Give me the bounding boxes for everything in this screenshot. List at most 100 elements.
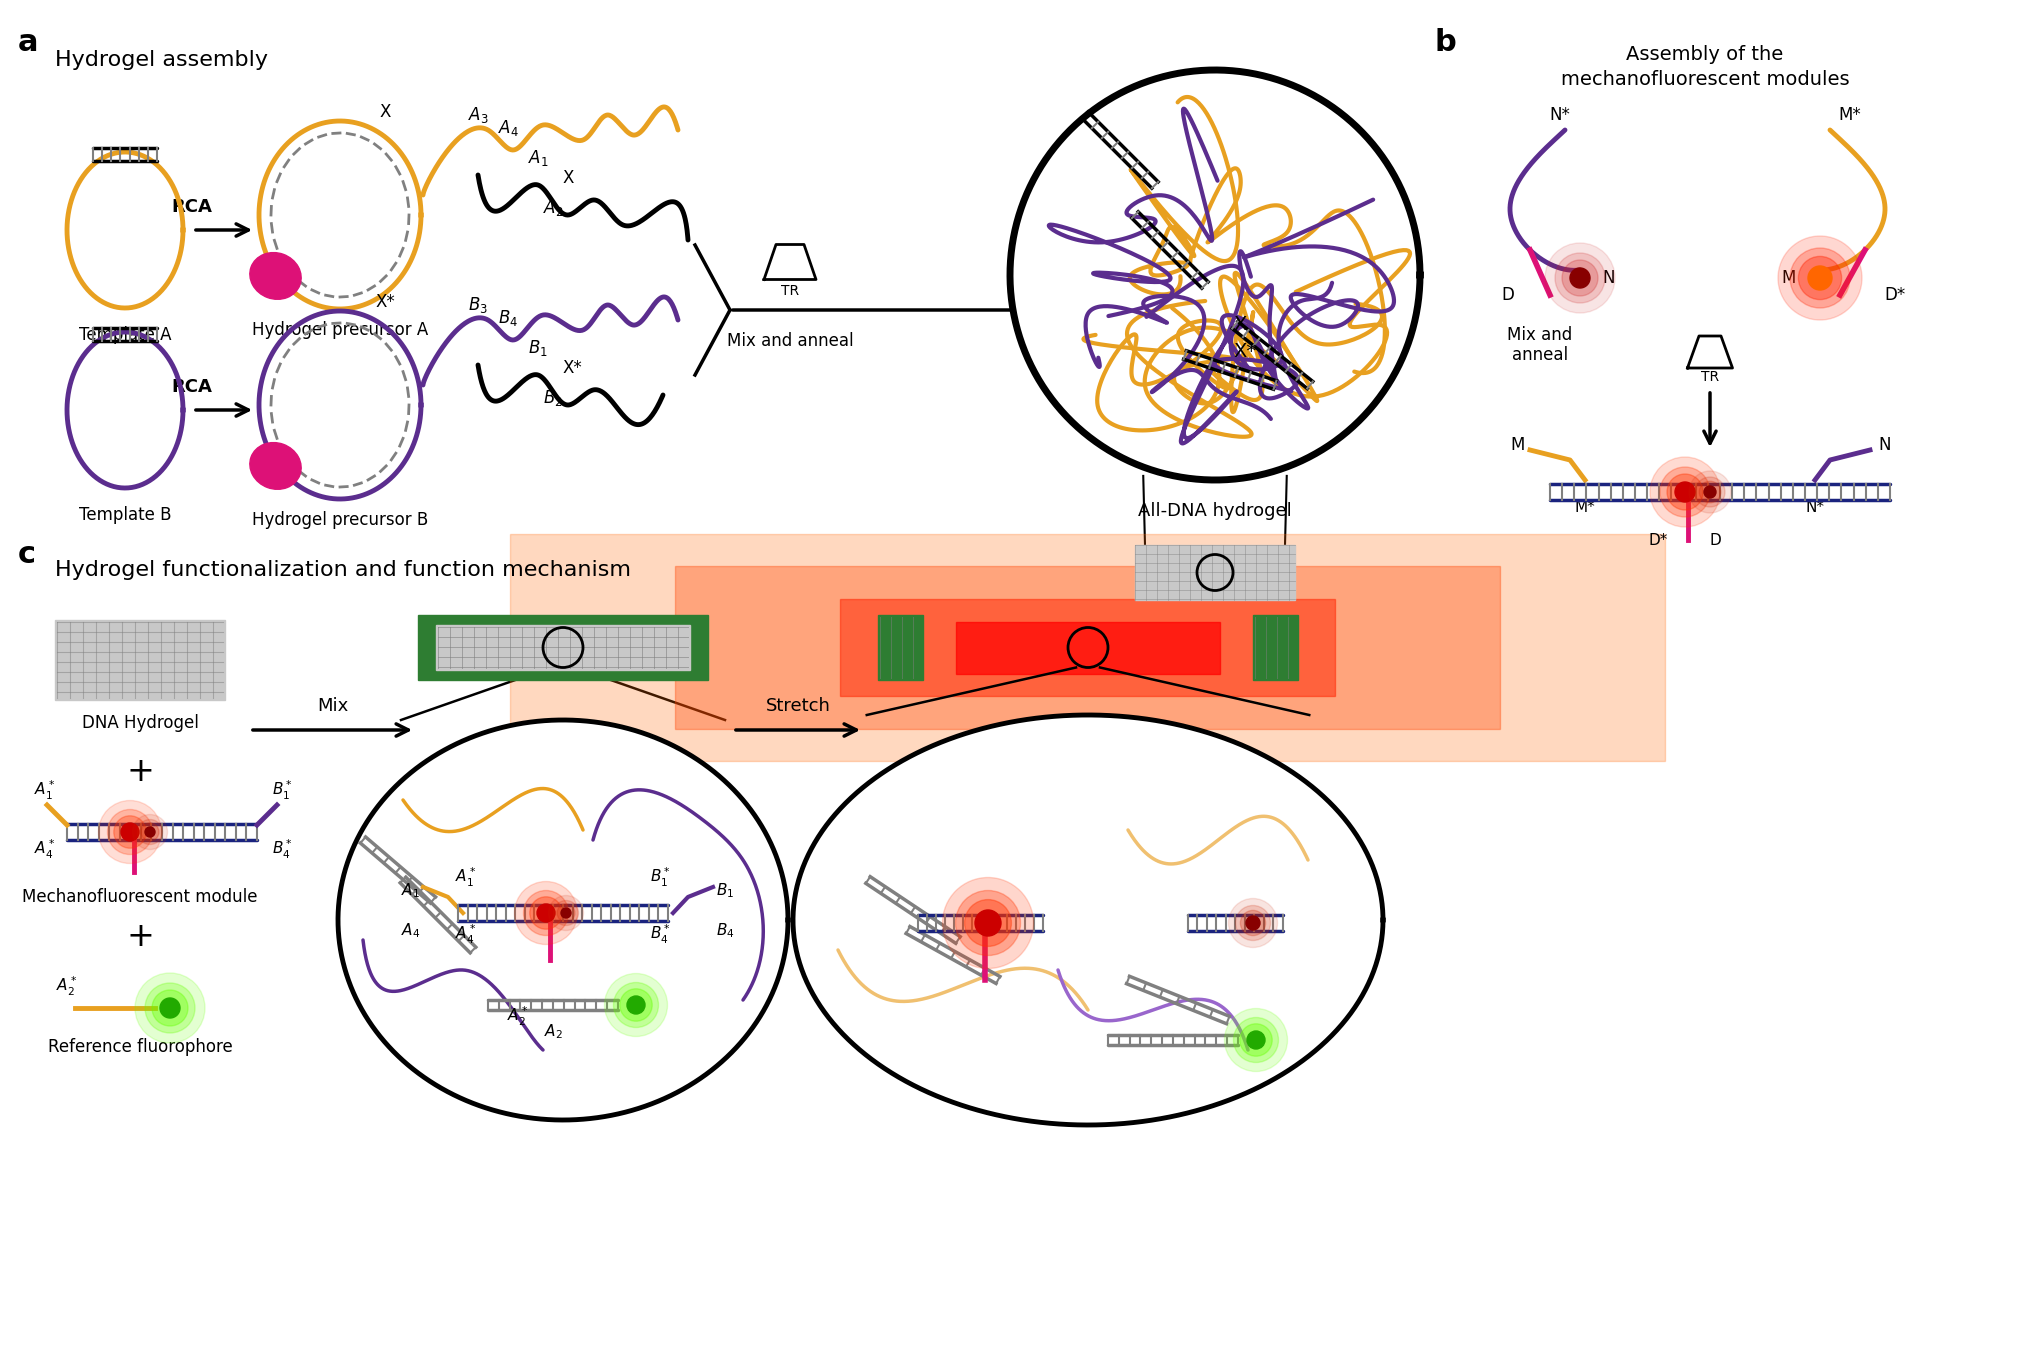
Text: $A_2^*$: $A_2^*$ (508, 1005, 528, 1028)
Circle shape (1240, 911, 1266, 936)
Bar (878, 615, 923, 680)
Circle shape (1703, 486, 1715, 498)
Text: RCA: RCA (171, 198, 211, 216)
Bar (1134, 545, 1294, 600)
Polygon shape (1010, 70, 1418, 480)
Text: X*: X* (376, 293, 394, 312)
Circle shape (1233, 1017, 1278, 1063)
Circle shape (561, 908, 571, 919)
Circle shape (134, 973, 205, 1043)
Text: TR: TR (1701, 370, 1719, 384)
Circle shape (1569, 268, 1589, 287)
Text: M: M (1780, 268, 1794, 287)
Text: M*: M* (1575, 500, 1595, 515)
Text: $B_1^*$: $B_1^*$ (272, 778, 293, 801)
Text: RCA: RCA (171, 378, 211, 397)
Text: DNA Hydrogel: DNA Hydrogel (81, 714, 199, 733)
Text: $A_2$: $A_2$ (543, 198, 563, 219)
Circle shape (1798, 256, 1841, 299)
Text: M: M (1510, 436, 1524, 455)
Circle shape (975, 911, 1000, 936)
Bar (1252, 615, 1296, 680)
Circle shape (1674, 482, 1695, 502)
Text: Hydrogel precursor B: Hydrogel precursor B (252, 511, 429, 529)
Text: D*: D* (1648, 533, 1666, 548)
Bar (55, 621, 226, 700)
Text: Mix and anneal: Mix and anneal (725, 332, 853, 349)
Circle shape (144, 827, 154, 836)
Circle shape (1544, 243, 1613, 313)
Text: $B_1^*$: $B_1^*$ (650, 866, 671, 889)
Circle shape (1554, 254, 1603, 304)
Text: b: b (1435, 28, 1457, 57)
Circle shape (144, 983, 195, 1033)
Ellipse shape (250, 442, 301, 490)
Text: anneal: anneal (1512, 345, 1567, 364)
Circle shape (1227, 898, 1276, 947)
Text: X*: X* (1233, 343, 1256, 362)
Circle shape (626, 996, 644, 1014)
Text: $A_2$: $A_2$ (543, 1023, 563, 1040)
Circle shape (955, 890, 1020, 955)
Text: X: X (563, 169, 575, 188)
Text: N: N (1878, 436, 1890, 455)
Text: Template B: Template B (79, 506, 171, 523)
Text: $A_3$: $A_3$ (467, 105, 488, 125)
Text: $B_1$: $B_1$ (715, 881, 734, 900)
Circle shape (549, 896, 583, 931)
Text: M*: M* (1837, 107, 1861, 124)
Text: Mechanofluorescent module: Mechanofluorescent module (22, 888, 258, 907)
Text: $B_3$: $B_3$ (467, 295, 488, 316)
Circle shape (514, 881, 577, 944)
Circle shape (536, 904, 555, 921)
Circle shape (1235, 905, 1270, 940)
Circle shape (152, 990, 187, 1027)
Text: $A_4^*$: $A_4^*$ (455, 923, 478, 947)
Circle shape (1699, 482, 1719, 503)
Text: $A_4$: $A_4$ (400, 921, 421, 940)
Circle shape (963, 900, 1010, 947)
Circle shape (530, 897, 563, 929)
Text: Mix: Mix (317, 697, 347, 715)
Text: $A_4$: $A_4$ (498, 117, 518, 138)
Circle shape (943, 877, 1032, 969)
Text: $B_4^*$: $B_4^*$ (272, 838, 293, 862)
Text: TR: TR (780, 285, 799, 298)
Text: +: + (126, 920, 154, 952)
Circle shape (1240, 1024, 1272, 1056)
Circle shape (553, 901, 579, 925)
Text: Hydrogel precursor A: Hydrogel precursor A (252, 321, 429, 339)
Circle shape (1778, 236, 1861, 320)
Circle shape (620, 989, 652, 1021)
Circle shape (604, 974, 666, 1036)
Text: X: X (380, 103, 390, 121)
Circle shape (1223, 1009, 1286, 1071)
Polygon shape (337, 720, 788, 1120)
Text: $B_4^*$: $B_4^*$ (650, 923, 671, 947)
Text: +: + (126, 755, 154, 788)
Text: X*: X* (563, 359, 583, 376)
Circle shape (98, 800, 161, 863)
Circle shape (1695, 478, 1723, 507)
Bar (435, 625, 689, 670)
Circle shape (140, 823, 158, 840)
Text: $B_4$: $B_4$ (498, 308, 518, 328)
Text: N*: N* (1548, 107, 1569, 124)
Circle shape (108, 809, 152, 854)
Text: All-DNA hydrogel: All-DNA hydrogel (1138, 502, 1290, 519)
Circle shape (1246, 1031, 1264, 1050)
Circle shape (122, 823, 138, 840)
Circle shape (1246, 916, 1260, 929)
Bar (419, 615, 707, 680)
Text: $A_1$: $A_1$ (528, 148, 549, 169)
Circle shape (132, 815, 167, 850)
Circle shape (138, 819, 163, 844)
Circle shape (1561, 260, 1597, 295)
Ellipse shape (250, 252, 301, 299)
Text: N: N (1601, 268, 1613, 287)
Circle shape (1689, 471, 1729, 513)
Circle shape (114, 816, 146, 849)
Text: $A_2^*$: $A_2^*$ (57, 975, 77, 998)
Text: Stretch: Stretch (766, 697, 829, 715)
Bar (955, 622, 1219, 673)
